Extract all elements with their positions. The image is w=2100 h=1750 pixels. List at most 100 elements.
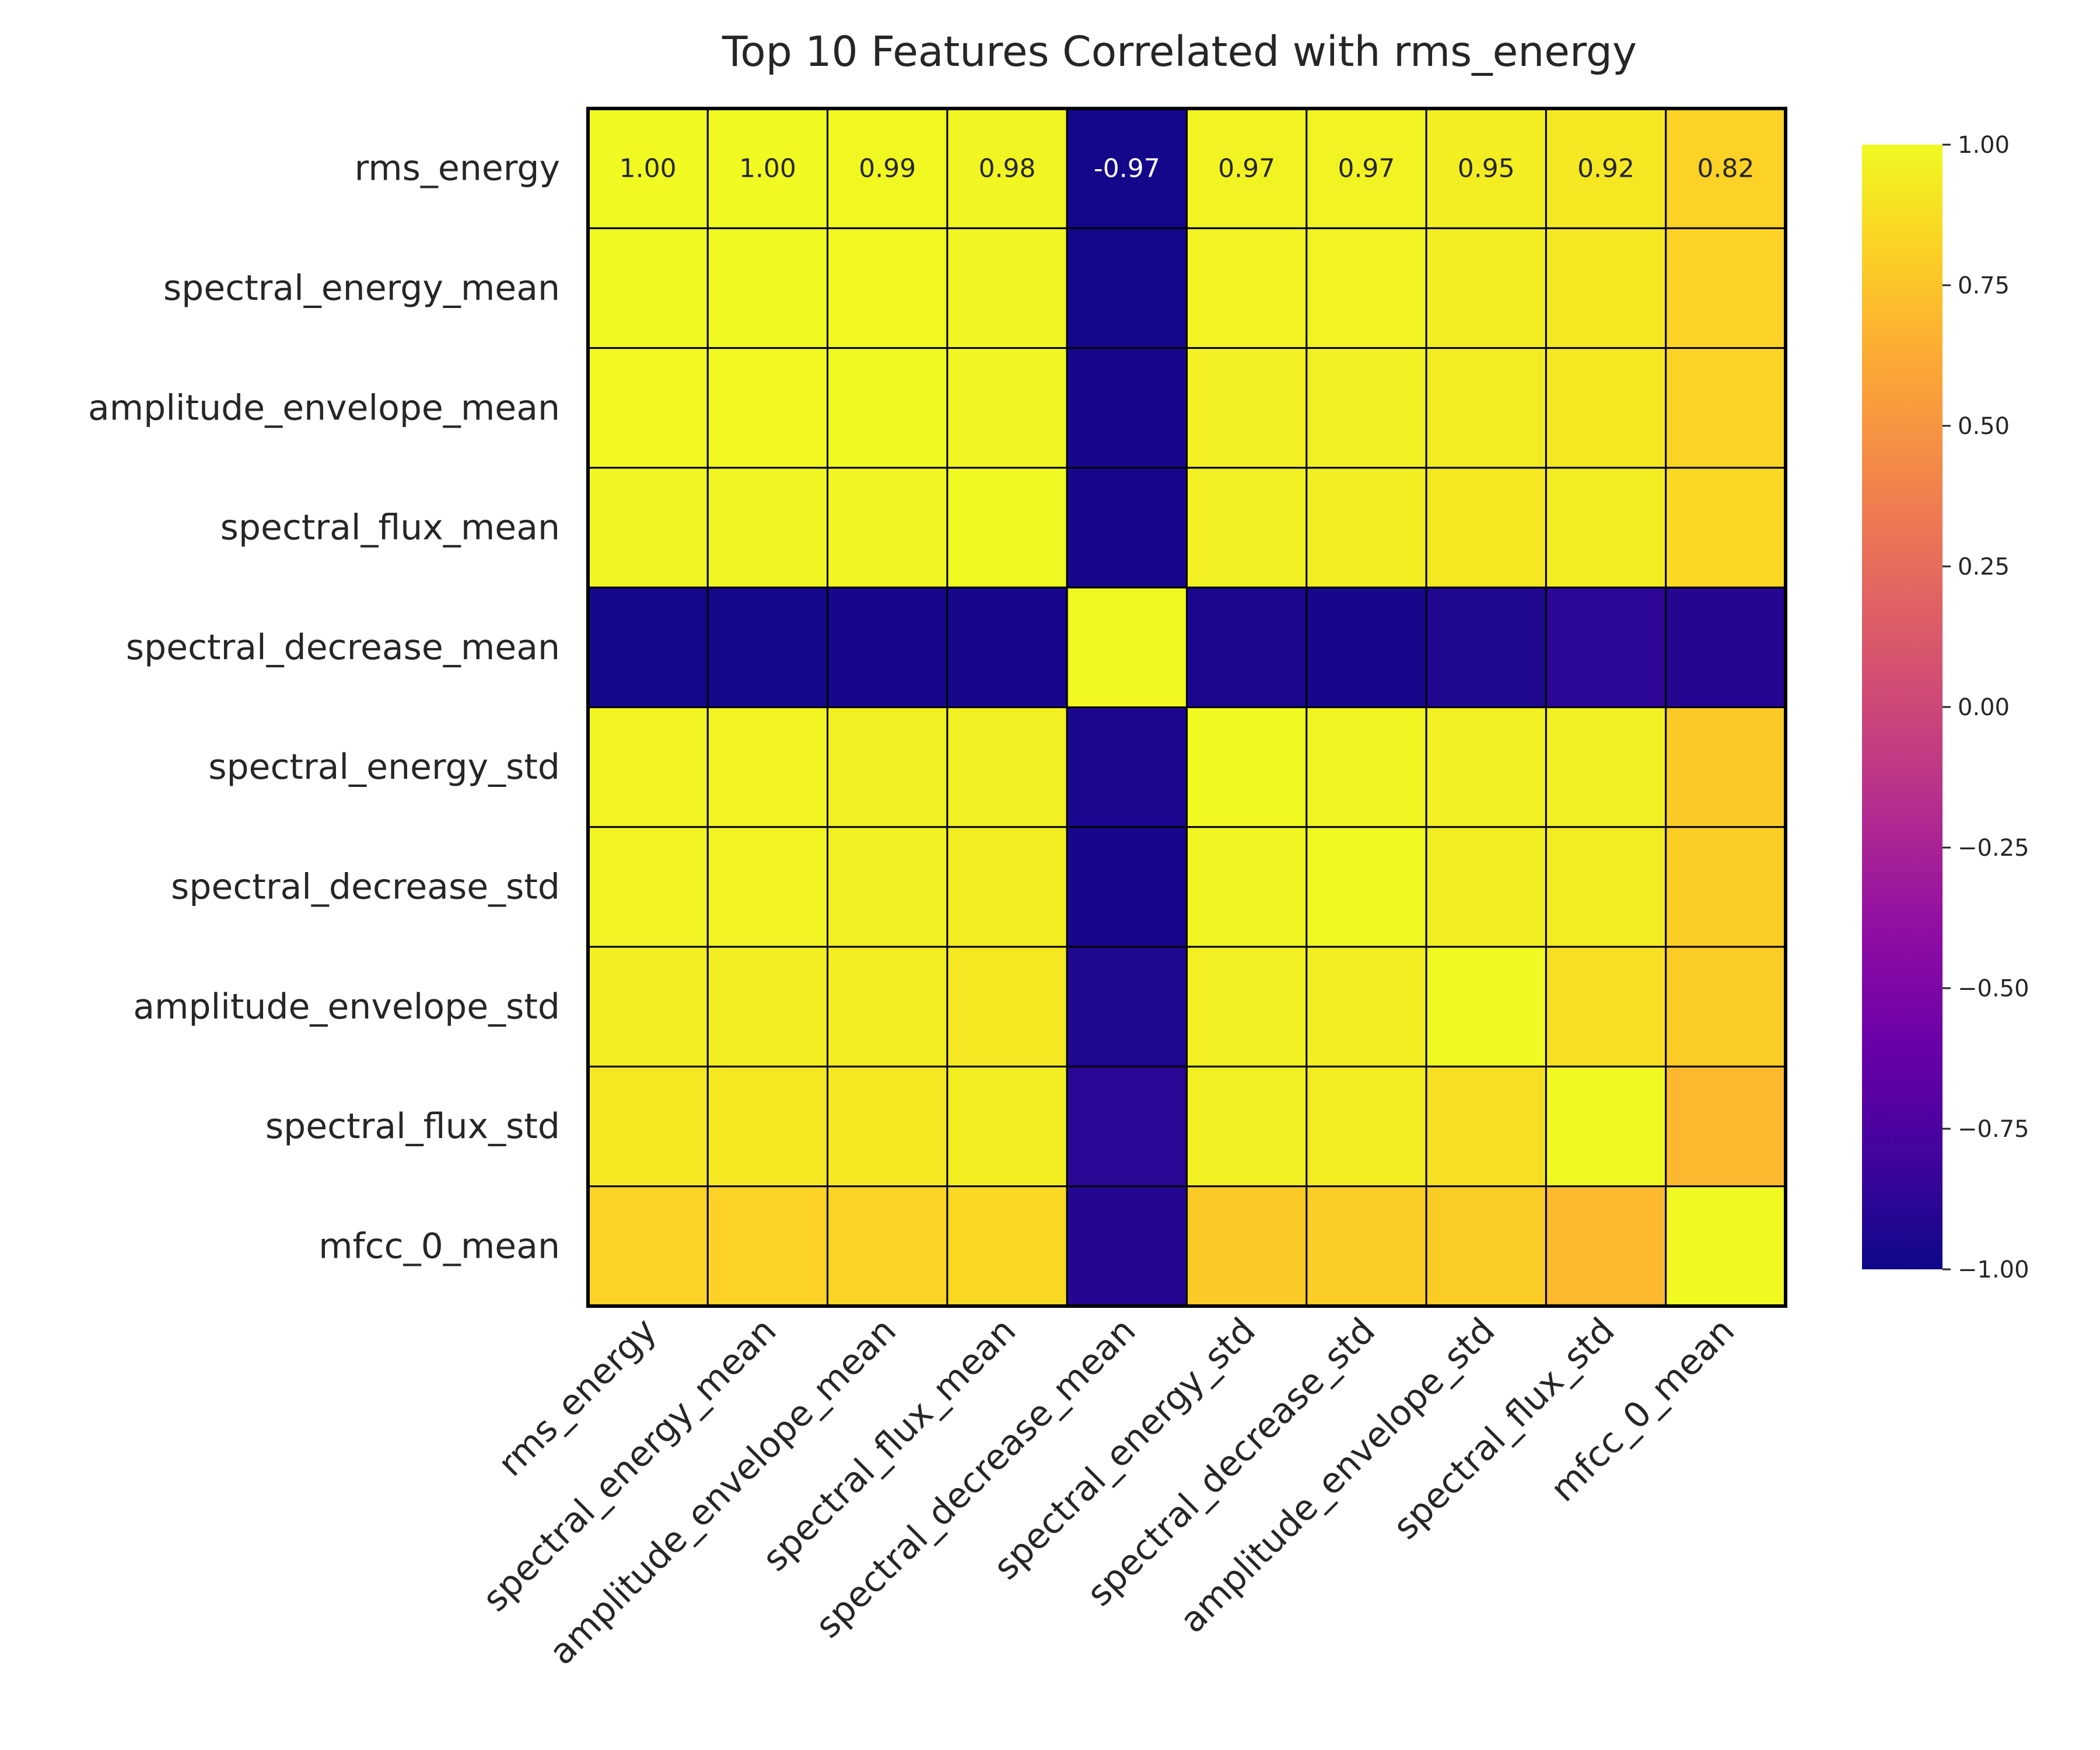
heatmap-cell-r4-c1 — [706, 586, 829, 709]
heatmap-cell-r0-c8 — [1545, 107, 1667, 229]
heatmap-cell-r7-c1 — [706, 946, 829, 1068]
heatmap-cell-r1-c2 — [827, 227, 949, 349]
heatmap-cell-r6-c6 — [1306, 826, 1427, 948]
heatmap-cell-r6-c0 — [587, 826, 709, 948]
heatmap-cell-r8-c1 — [706, 1065, 829, 1188]
cell-value-label: 0.99 — [859, 154, 916, 184]
cell-value-label: 0.98 — [979, 154, 1036, 184]
colorbar-tick-label: −1.00 — [1958, 1256, 2029, 1283]
heatmap-cell-r4-c7 — [1425, 586, 1547, 709]
y-tick-label: spectral_energy_std — [208, 747, 560, 788]
heatmap-cell-r2-c6 — [1306, 347, 1427, 469]
heatmap-cell-r2-c4 — [1066, 347, 1188, 469]
colorbar-tick-label: 0.00 — [1958, 694, 2010, 721]
heatmap-cell-r1-c0 — [587, 227, 709, 349]
heatmap-cell-r8-c4 — [1066, 1065, 1188, 1188]
heatmap-cell-r0-c2 — [827, 107, 949, 229]
heatmap-cell-r8-c7 — [1425, 1065, 1547, 1188]
heatmap-cell-r3-c3 — [946, 467, 1068, 589]
heatmap-cell-r4-c4 — [1066, 586, 1188, 709]
heatmap-cell-r6-c9 — [1665, 826, 1787, 948]
heatmap-cell-r4-c2 — [827, 586, 949, 709]
heatmap-cell-r7-c8 — [1545, 946, 1667, 1068]
heatmap-cell-r8-c0 — [587, 1065, 709, 1188]
heatmap-cell-r2-c3 — [946, 347, 1068, 469]
y-tick-label: amplitude_envelope_mean — [88, 387, 560, 428]
heatmap-cell-r9-c8 — [1545, 1185, 1667, 1307]
y-tick-label: spectral_flux_mean — [220, 508, 560, 548]
heatmap-cell-r6-c4 — [1066, 826, 1188, 948]
heatmap-cell-r8-c8 — [1545, 1065, 1667, 1188]
colorbar-tick-label: −0.50 — [1958, 975, 2029, 1002]
cell-value-label: 0.97 — [1218, 154, 1275, 184]
heatmap-cell-r7-c0 — [587, 946, 709, 1068]
heatmap-cell-r9-c0 — [587, 1185, 709, 1307]
heatmap-cell-r8-c3 — [946, 1065, 1068, 1188]
heatmap-cell-r5-c2 — [827, 706, 949, 828]
heatmap-cell-r1-c1 — [706, 227, 829, 349]
heatmap-cells — [587, 107, 1787, 1307]
cell-value-label: 0.95 — [1458, 154, 1515, 184]
heatmap-cell-r9-c4 — [1066, 1185, 1188, 1307]
y-tick-labels: rms_energy spectral_energy_mean amplitude_… — [88, 148, 560, 1267]
heatmap-cell-r4-c0 — [587, 586, 709, 709]
heatmap-cell-r5-c0 — [587, 706, 709, 828]
heatmap-cell-r5-c9 — [1665, 706, 1787, 828]
heatmap-cell-r3-c0 — [587, 467, 709, 589]
y-tick-label: amplitude_envelope_std — [133, 986, 560, 1027]
heatmap-cell-r6-c8 — [1545, 826, 1667, 948]
heatmap-cell-r2-c8 — [1545, 347, 1667, 469]
heatmap-cell-r4-c8 — [1545, 586, 1667, 709]
cell-annotations: 1.00 1.00 0.99 0.98 -0.97 0.97 0.97 0.95 0.92 0.8… — [620, 154, 1755, 184]
heatmap-cell-r9-c3 — [946, 1185, 1068, 1307]
heatmap-cell-r9-c6 — [1306, 1185, 1427, 1307]
heatmap-cell-r3-c8 — [1545, 467, 1667, 589]
cell-value-label: -0.97 — [1094, 154, 1160, 184]
heatmap-cell-r7-c4 — [1066, 946, 1188, 1068]
heatmap-cell-r5-c8 — [1545, 706, 1667, 828]
heatmap-cell-r5-c3 — [946, 706, 1068, 828]
colorbar-tick-label: 1.00 — [1958, 132, 2010, 159]
heatmap-cell-r4-c9 — [1665, 586, 1787, 709]
heatmap-border — [586, 107, 1787, 1308]
heatmap-cell-r6-c1 — [706, 826, 829, 948]
heatmap-cell-r9-c2 — [827, 1185, 949, 1307]
heatmap-cell-r7-c9 — [1665, 946, 1787, 1068]
heatmap-cell-r3-c1 — [706, 467, 829, 589]
heatmap-cell-r9-c9 — [1665, 1185, 1787, 1307]
y-tick-label: spectral_decrease_mean — [126, 627, 560, 668]
cell-value-label: 0.97 — [1338, 154, 1395, 184]
y-tick-label: rms_energy — [355, 148, 560, 189]
heatmap-cell-r3-c9 — [1665, 467, 1787, 589]
cell-value-label: 1.00 — [739, 154, 796, 184]
colorbar-tick-label: −0.75 — [1958, 1116, 2029, 1143]
colorbar-tick-label: 0.50 — [1958, 413, 2010, 440]
heatmap-cell-r2-c7 — [1425, 347, 1547, 469]
heatmap-cell-r5-c1 — [706, 706, 829, 828]
heatmap-cell-r8-c2 — [827, 1065, 949, 1188]
heatmap-cell-r7-c7 — [1425, 946, 1547, 1068]
heatmap-cell-r7-c5 — [1186, 946, 1308, 1068]
colorbar-tick-label: −0.25 — [1958, 835, 2029, 862]
heatmap-cell-r5-c4 — [1066, 706, 1188, 828]
colorbar-tick-label: 0.75 — [1958, 272, 2010, 299]
y-tick-label: spectral_decrease_std — [171, 866, 560, 907]
heatmap-cell-r4-c5 — [1186, 586, 1308, 709]
y-tick-label: mfcc_0_mean — [318, 1226, 560, 1266]
heatmap-cell-r7-c6 — [1306, 946, 1427, 1068]
heatmap-cell-r1-c8 — [1545, 227, 1667, 349]
heatmap-cell-r1-c4 — [1066, 227, 1188, 349]
chart-title: Top 10 Features Correlated with rms_ener… — [722, 27, 1637, 76]
heatmap-cell-r3-c5 — [1186, 467, 1308, 589]
heatmap-cell-r6-c3 — [946, 826, 1068, 948]
colorbar-tick-label: 0.25 — [1958, 554, 2010, 580]
heatmap-cell-r5-c5 — [1186, 706, 1308, 828]
heatmap-cell-r2-c2 — [827, 347, 949, 469]
heatmap-cell-r1-c5 — [1186, 227, 1308, 349]
colorbar: 1.00 0.75 0.50 0.25 0.00 −0.25 −0.50 −0.75 −1.00 — [1862, 132, 2029, 1283]
heatmap-cell-r2-c5 — [1186, 347, 1308, 469]
heatmap-cell-r8-c5 — [1186, 1065, 1308, 1188]
heatmap-cell-r7-c3 — [946, 946, 1068, 1068]
heatmap-cell-r7-c2 — [827, 946, 949, 1068]
